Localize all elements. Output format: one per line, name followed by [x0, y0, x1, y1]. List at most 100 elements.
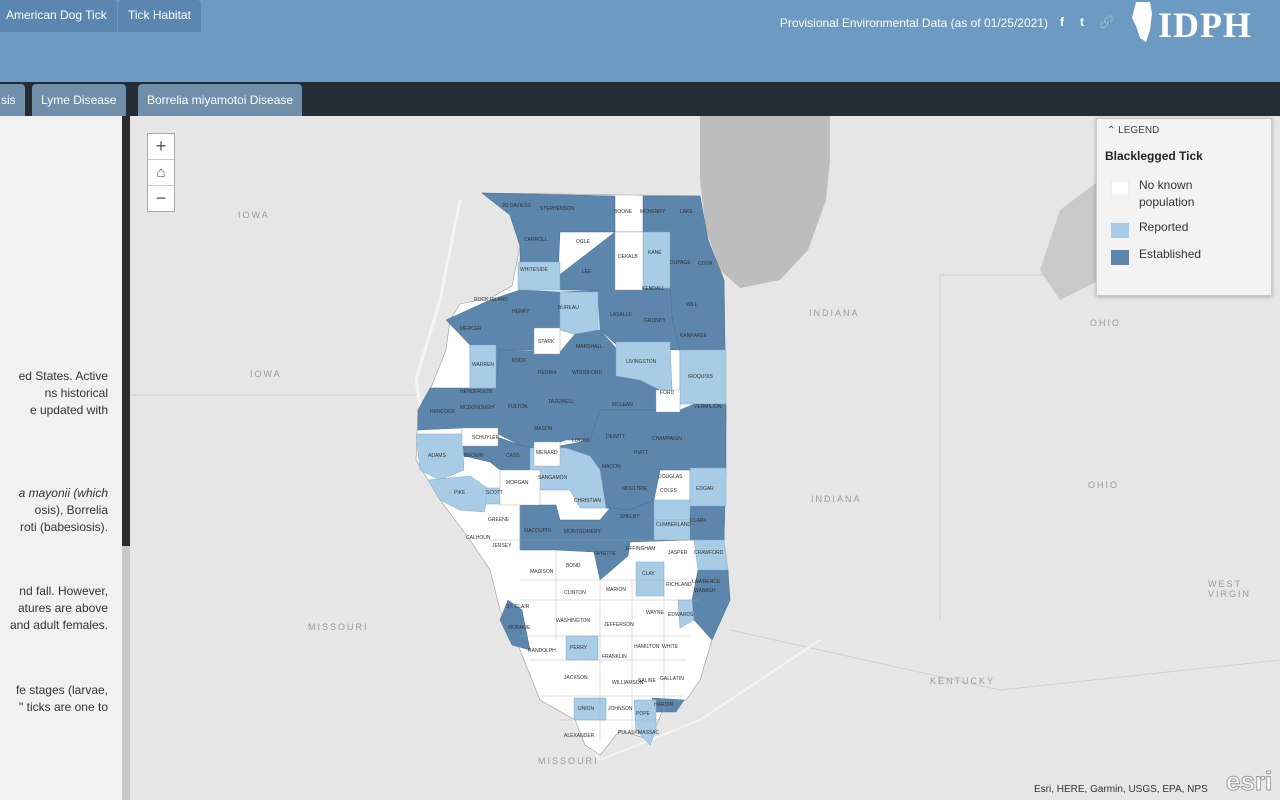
- county-label: CUMBERLAND: [656, 522, 692, 528]
- county-label: MACOUPIN: [524, 528, 551, 534]
- county-label: KENDALL: [642, 286, 665, 292]
- county-label: FULTON: [508, 404, 528, 410]
- county-label: HENRY: [512, 309, 530, 315]
- county-label: GRUNDY: [644, 318, 666, 324]
- county-label: WOODFORD: [572, 370, 603, 376]
- county-label: WILL: [686, 302, 698, 308]
- sidebar-line: e updated with: [29, 403, 108, 417]
- county-label: WHITE: [662, 644, 679, 650]
- idph-logo: [1128, 0, 1280, 46]
- county-label: JASPER: [668, 550, 688, 556]
- county-label: MASON: [534, 426, 553, 432]
- county-label: DUPAGE: [670, 260, 691, 266]
- county-label: JACKSON: [564, 675, 588, 681]
- county-label: SCOTT: [486, 490, 503, 496]
- tab-tick-habitat[interactable]: Tick Habitat: [118, 0, 201, 32]
- county-label: MONROE: [508, 625, 531, 631]
- county-label: SCHUYLER: [472, 435, 500, 441]
- sidebar-scroll-thumb[interactable]: [122, 116, 130, 546]
- zoom-out-button[interactable]: −: [155, 188, 167, 208]
- state-label-iowa: IOWA: [238, 210, 270, 220]
- legend-swatch: [1111, 223, 1129, 238]
- county-label: ADAMS: [428, 453, 446, 459]
- legend-label: Reported: [1139, 220, 1189, 234]
- county-label: PIATT: [634, 450, 648, 456]
- state-label-indiana: INDIANA: [811, 494, 862, 504]
- county-label: CARROLL: [524, 237, 548, 243]
- page-title: Provisional Environmental Data (as of 01…: [779, 16, 1048, 30]
- county-label: BOND: [566, 563, 581, 569]
- zoom-in-button[interactable]: +: [148, 134, 174, 160]
- county-label: PIKE: [454, 490, 466, 496]
- home-button[interactable]: ⌂: [148, 160, 174, 186]
- link-icon[interactable]: 🔗: [1099, 15, 1114, 29]
- county-label: WASHINGTON: [556, 618, 591, 624]
- tab-lyme-disease[interactable]: Lyme Disease: [32, 84, 126, 116]
- state-label-indiana: INDIANA: [809, 308, 860, 318]
- county-label: FRANKLIN: [602, 654, 627, 660]
- county-label: LEE: [582, 269, 592, 275]
- legend-swatch: [1111, 250, 1129, 265]
- sidebar-line: atures are above: [17, 601, 108, 615]
- county-label: OGLE: [576, 239, 590, 245]
- sidebar-line: a mayonii (which: [18, 486, 108, 500]
- county-label: PULASKI: [618, 730, 640, 736]
- county-label: SHELBY: [620, 514, 640, 520]
- legend-header[interactable]: ⌃ LEGEND: [1107, 125, 1159, 136]
- state-label-ohio: OHIO: [1090, 318, 1122, 328]
- county-label: MCDONOUGH: [460, 405, 494, 411]
- app-header: Provisional Environmental Data (as of 01…: [0, 0, 1280, 82]
- sidebar-line: osis), Borrelia: [34, 503, 108, 517]
- county-label: LAWRENCE: [692, 579, 721, 585]
- state-label-missouri: MISSOURI: [308, 622, 369, 632]
- sidebar-line: " ticks are one to: [19, 700, 108, 714]
- county-label: CHAMPAIGN: [652, 436, 682, 442]
- county-label: PEORIA: [538, 370, 557, 376]
- legend-swatch: [1111, 181, 1129, 196]
- county-label: CLAY: [642, 571, 655, 577]
- county-label: FAYETTE: [594, 551, 616, 557]
- county-label: LIVINGSTON: [626, 359, 657, 365]
- county-label: KNOX: [512, 358, 527, 364]
- county-label: POPE: [636, 711, 650, 717]
- lake-michigan: [700, 116, 830, 288]
- county-label: DEWITT: [606, 434, 626, 440]
- state-label-iowa: IOWA: [250, 369, 282, 379]
- county-label: MARION: [606, 587, 626, 593]
- county-label: HAMILTON: [634, 644, 660, 650]
- sidebar-line: nd fall. However,: [19, 584, 108, 598]
- county-label: CLINTON: [564, 590, 586, 596]
- county-label: LASALLE: [610, 312, 632, 318]
- facebook-icon[interactable]: f: [1060, 15, 1064, 29]
- tab-borrelia-miyamotoi[interactable]: Borrelia miyamotoi Disease: [138, 84, 303, 116]
- twitter-icon[interactable]: t: [1080, 15, 1084, 29]
- legend-title: Blacklegged Tick: [1105, 149, 1203, 163]
- county-label: MOULTRIE: [622, 486, 648, 492]
- sidebar-line: ed States. Active: [18, 369, 108, 383]
- county-label: MCHENRY: [640, 209, 666, 215]
- state-label-west-virginia: WEST VIRGIN: [1208, 579, 1252, 599]
- map-view[interactable]: IOWA IOWA INDIANA INDIANA OHIO OHIO MISS…: [130, 116, 1280, 800]
- county-label: BUREAU: [558, 305, 579, 311]
- tab-babesiosis[interactable]: sis: [0, 84, 25, 116]
- county-label: MONTGOMERY: [564, 529, 601, 535]
- county-label: RICHLAND: [666, 582, 692, 588]
- county-label: HARDIN: [654, 702, 674, 708]
- basemap: [130, 116, 1280, 800]
- tab-american-dog-tick[interactable]: American Dog Tick: [0, 0, 117, 32]
- county-label: HANCOCK: [430, 409, 456, 415]
- county-label: LOGAN: [572, 438, 590, 444]
- county-label: CLARK: [690, 518, 707, 524]
- county-label: WABASH: [694, 588, 716, 594]
- county-label: WHITESIDE: [520, 267, 548, 273]
- secondary-tabbar: sis Lyme Disease Borrelia miyamotoi Dise…: [0, 82, 1280, 116]
- county-label: ROCK ISLAND: [474, 297, 508, 303]
- county-label: DOUGLAS: [658, 474, 683, 480]
- sidebar-line: fe stages (larvae,: [15, 683, 108, 697]
- chevron-up-icon[interactable]: ⌃: [1107, 125, 1116, 136]
- county-label: COOK: [698, 261, 713, 267]
- county-label: MACON: [602, 464, 621, 470]
- county-label: JO DAVIESS: [502, 203, 532, 209]
- county-label: WILLIAMSON: [612, 680, 644, 686]
- county-label: JOHNSON: [608, 706, 633, 712]
